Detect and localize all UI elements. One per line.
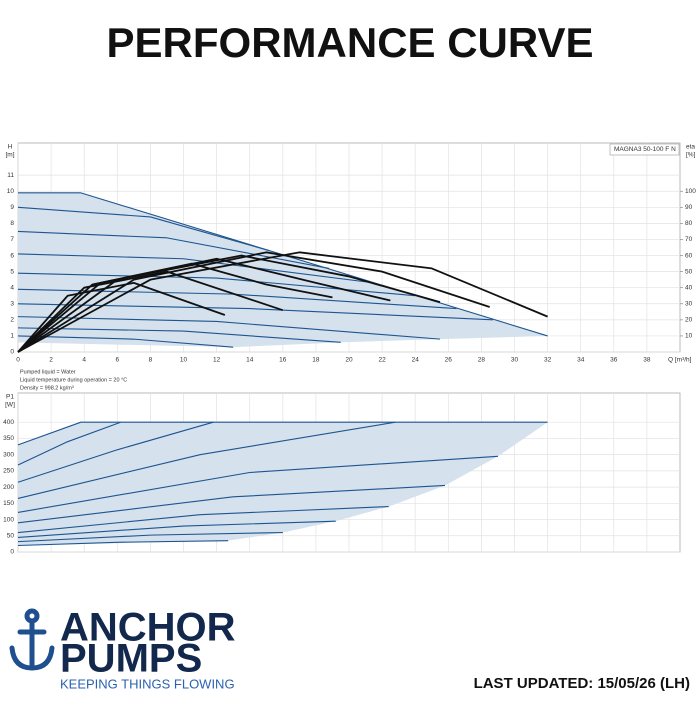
operating-area — [18, 422, 548, 546]
operating-area — [18, 192, 548, 348]
y2-tick-label: 90 — [685, 204, 693, 211]
curve — [17, 484, 446, 524]
y-tick-label: 5 — [10, 268, 14, 275]
curve — [17, 303, 494, 321]
model-label: MAGNA3 50-100 F N — [614, 146, 676, 153]
y-tick-label: 300 — [3, 451, 14, 458]
curve — [17, 316, 441, 340]
y-axis-unit: [W] — [5, 402, 15, 409]
curve — [17, 421, 214, 483]
curve — [17, 327, 341, 343]
x-tick-label: 30 — [511, 357, 519, 364]
efficiency-curve — [17, 254, 441, 353]
x-axis-label: Q [m³/h] — [668, 357, 692, 364]
x-tick-label: 16 — [279, 357, 287, 364]
logo-icon — [9, 608, 55, 671]
y-tick-label: 400 — [3, 419, 14, 426]
x-tick-label: 6 — [115, 357, 119, 364]
y-tick-label: 1 — [10, 333, 14, 340]
x-tick-label: 20 — [345, 357, 353, 364]
x-tick-label: 10 — [180, 357, 188, 364]
page-title: PERFORMANCE CURVE — [107, 19, 594, 66]
x-tick-label: 36 — [610, 357, 618, 364]
efficiency-curve — [17, 262, 333, 353]
curve — [17, 421, 396, 499]
y-axis-label: P1 — [6, 394, 14, 401]
x-tick-label: 12 — [213, 357, 221, 364]
y2-axis-label: eta — [686, 144, 695, 151]
curve — [17, 531, 283, 543]
y-tick-label: 11 — [7, 172, 14, 179]
curve — [17, 230, 330, 269]
note: Density = 998.2 kg/m³ — [20, 385, 74, 391]
x-tick-label: 24 — [412, 357, 420, 364]
y-tick-label: 350 — [3, 435, 14, 442]
x-tick-label: 2 — [49, 357, 53, 364]
curve — [17, 540, 229, 547]
y-tick-label: 4 — [10, 284, 14, 291]
y-tick-label: 8 — [10, 220, 14, 227]
note: Pumped liquid = Water — [20, 369, 76, 375]
y-tick-label: 100 — [3, 516, 14, 523]
y-tick-label: 150 — [3, 500, 14, 507]
y-tick-label: 0 — [10, 349, 14, 356]
efficiency-curve — [17, 251, 490, 353]
y2-tick-label: 80 — [685, 220, 693, 227]
x-tick-label: 32 — [544, 357, 552, 364]
x-tick-label: 28 — [478, 357, 486, 364]
x-tick-label: 26 — [445, 357, 453, 364]
y-tick-label: 200 — [3, 484, 14, 491]
curve — [17, 335, 234, 348]
y-tick-label: 9 — [10, 204, 14, 211]
note: Liquid temperature during operation = 20… — [20, 377, 127, 383]
logo-text: PUMPS — [60, 637, 202, 681]
y2-axis-unit: [%] — [686, 152, 696, 159]
y-tick-label: 3 — [10, 300, 14, 307]
y2-tick-label: 100 — [685, 188, 696, 195]
y2-tick-label: 70 — [685, 236, 693, 243]
x-tick-label: 4 — [82, 357, 86, 364]
model-box — [609, 143, 680, 156]
y-tick-label: 50 — [7, 532, 15, 539]
efficiency-curve — [17, 270, 284, 353]
y-tick-label: 0 — [10, 549, 14, 556]
y-tick-label: 7 — [10, 236, 14, 243]
y2-tick-label: 20 — [685, 317, 693, 324]
y2-tick-label: 60 — [685, 252, 693, 259]
x-tick-label: 38 — [643, 357, 651, 364]
curve — [17, 421, 121, 466]
curve — [17, 206, 270, 252]
x-tick-label: 8 — [149, 357, 153, 364]
efficiency-curve — [17, 251, 548, 353]
efficiency-curve — [17, 257, 391, 353]
y2-tick-label: 40 — [685, 284, 693, 291]
y-tick-label: 6 — [10, 252, 14, 259]
x-tick-label: 34 — [577, 357, 585, 364]
x-tick-label: 0 — [16, 357, 20, 364]
y-axis-label: H — [8, 144, 13, 151]
x-tick-label: 14 — [246, 357, 254, 364]
footer: LAST UPDATED: 15/05/26 (LH) — [474, 675, 690, 692]
y-axis-unit: [m] — [5, 152, 14, 159]
y2-tick-label: 30 — [685, 300, 693, 307]
y-tick-label: 250 — [3, 468, 14, 475]
curve — [17, 253, 374, 284]
y-tick-label: 10 — [7, 188, 15, 195]
curve — [17, 506, 389, 534]
y-tick-label: 2 — [10, 317, 14, 324]
y2-tick-label: 50 — [685, 268, 693, 275]
x-tick-label: 18 — [312, 357, 320, 364]
curve — [17, 520, 336, 538]
x-tick-label: 22 — [378, 357, 386, 364]
logo-tagline: KEEPING THINGS FLOWING — [60, 676, 235, 691]
efficiency-curve — [17, 281, 226, 353]
curve — [17, 455, 498, 513]
logo-text: ANCHOR — [60, 606, 236, 650]
y2-tick-label: 10 — [685, 333, 693, 340]
